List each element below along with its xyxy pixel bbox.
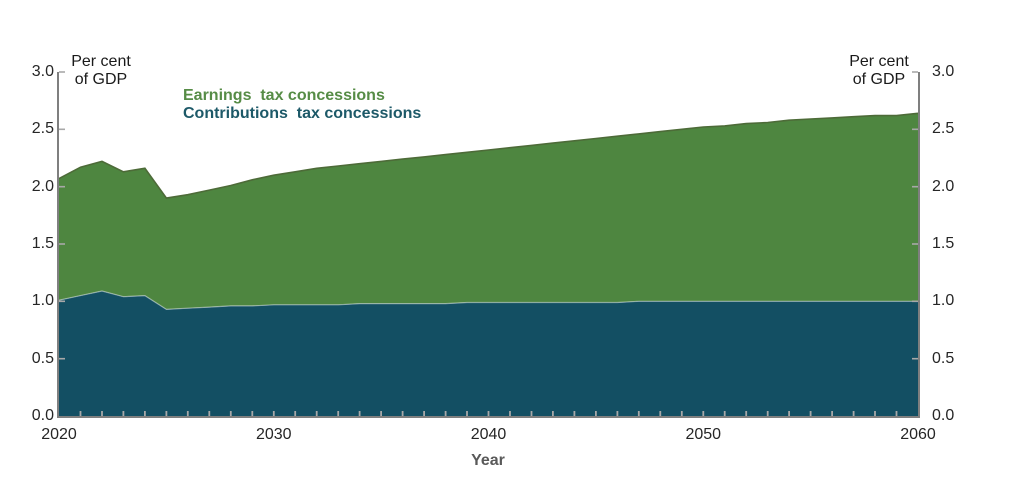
area-earnings bbox=[59, 113, 918, 310]
y-axis-label-right-2.5: 2.5 bbox=[932, 120, 955, 138]
y-axis-label-right-1.0: 1.0 bbox=[932, 292, 955, 310]
x-axis-label-2050: 2050 bbox=[685, 426, 722, 443]
y-axis-label-left-2.0: 2.0 bbox=[31, 177, 54, 195]
legend: Earnings tax concessions Contributions t… bbox=[183, 87, 421, 123]
y-axis-label-right-3.0: 3.0 bbox=[932, 63, 955, 80]
x-axis-label-2060: 2060 bbox=[900, 426, 936, 443]
x-axis-label-2040: 2040 bbox=[470, 426, 507, 443]
legend-item-contributions: Contributions tax concessions bbox=[183, 105, 422, 122]
y-axis-unit-label-left: Per cent of GDP bbox=[71, 53, 131, 88]
y-axis-label-right-0.5: 0.5 bbox=[932, 349, 955, 367]
y-axis-label-left-2.5: 2.5 bbox=[31, 120, 54, 138]
x-axis-title: Year bbox=[471, 452, 505, 469]
y-axis-label-left-0.5: 0.5 bbox=[31, 349, 54, 367]
y-axis-label-left-1.0: 1.0 bbox=[31, 292, 54, 310]
y-axis-label-left-1.5: 1.5 bbox=[31, 235, 54, 252]
contributions-boundary-line bbox=[58, 290, 918, 311]
legend-item-earnings: Earnings tax concessions bbox=[183, 87, 385, 104]
y-axis-label-left-0.0: 0.0 bbox=[31, 407, 54, 424]
y-axis-label-right-1.5: 1.5 bbox=[932, 235, 955, 252]
x-axis-label-2020: 2020 bbox=[41, 426, 77, 443]
y-axis-label-right-2.0: 2.0 bbox=[932, 177, 955, 195]
y-axis-label-right-0.0: 0.0 bbox=[932, 407, 955, 424]
y-axis-unit-label-right: Per cent of GDP bbox=[849, 53, 909, 88]
x-axis-label-2030: 2030 bbox=[255, 426, 292, 443]
y-axis-label-left-3.0: 3.0 bbox=[31, 63, 54, 80]
area-contributions bbox=[59, 291, 918, 416]
earnings-top-line bbox=[58, 112, 919, 199]
